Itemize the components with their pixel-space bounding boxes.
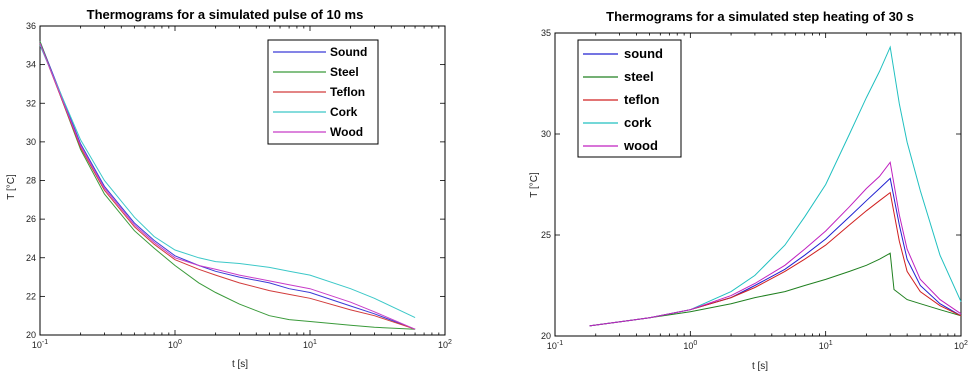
y-tick-label: 30 <box>541 129 551 139</box>
y-axis-label: T [°C] <box>529 172 540 198</box>
y-tick-label: 34 <box>26 60 36 70</box>
x-axis-label: t [s] <box>752 361 768 372</box>
x-tick-label: 10-1 <box>547 340 563 351</box>
x-tick-label: 102 <box>438 339 452 350</box>
y-tick-label: 26 <box>26 214 36 224</box>
series-line-wood <box>39 43 416 330</box>
legend-label-sound: Sound <box>330 45 367 59</box>
legend-box <box>577 39 682 158</box>
y-axis-label: T [°C] <box>6 174 17 200</box>
series-line-cork <box>589 45 962 327</box>
series-line-steel <box>589 252 962 327</box>
legend-label-teflon: Teflon <box>330 85 365 99</box>
y-tick-label: 28 <box>26 176 36 186</box>
chart-pulse: Thermograms for a simulated pulse of 10 … <box>0 0 470 374</box>
series-line-teflon <box>589 191 962 327</box>
y-tick-label: 35 <box>541 28 551 38</box>
legend-label-steel: steel <box>624 69 654 84</box>
legend-label-cork: cork <box>624 115 652 130</box>
x-tick-label: 10-1 <box>32 339 48 350</box>
legend-label-teflon: teflon <box>624 92 659 107</box>
x-tick-label: 100 <box>168 339 182 350</box>
legend-label-sound: sound <box>624 46 663 61</box>
series-line-teflon <box>39 43 416 330</box>
chart-title: Thermograms for a simulated pulse of 10 … <box>87 7 364 22</box>
y-tick-label: 24 <box>26 253 36 263</box>
y-tick-label: 32 <box>26 98 36 108</box>
x-axis-label: t [s] <box>232 359 248 370</box>
legend-label-steel: Steel <box>330 65 359 79</box>
x-tick-label: 102 <box>954 340 968 351</box>
y-tick-label: 20 <box>541 331 551 341</box>
series-line-steel <box>39 41 416 330</box>
y-tick-label: 25 <box>541 230 551 240</box>
chart-step: Thermograms for a simulated step heating… <box>500 0 973 374</box>
chart-title: Thermograms for a simulated step heating… <box>606 9 914 24</box>
legend-label-wood: wood <box>623 138 658 153</box>
chart-step-svg: Thermograms for a simulated step heating… <box>529 9 968 372</box>
chart-pulse-svg: Thermograms for a simulated pulse of 10 … <box>6 7 452 370</box>
legend-label-wood: Wood <box>330 125 363 139</box>
x-tick-label: 101 <box>303 339 317 350</box>
x-tick-label: 101 <box>819 340 833 351</box>
y-tick-label: 30 <box>26 137 36 147</box>
x-tick-label: 100 <box>683 340 697 351</box>
legend-label-cork: Cork <box>330 105 358 119</box>
y-tick-label: 20 <box>26 330 36 340</box>
series-line-sound <box>39 41 416 330</box>
y-tick-label: 22 <box>26 291 36 301</box>
series-line-wood <box>589 161 962 327</box>
series-line-cork <box>39 45 416 319</box>
y-tick-label: 36 <box>26 21 36 31</box>
